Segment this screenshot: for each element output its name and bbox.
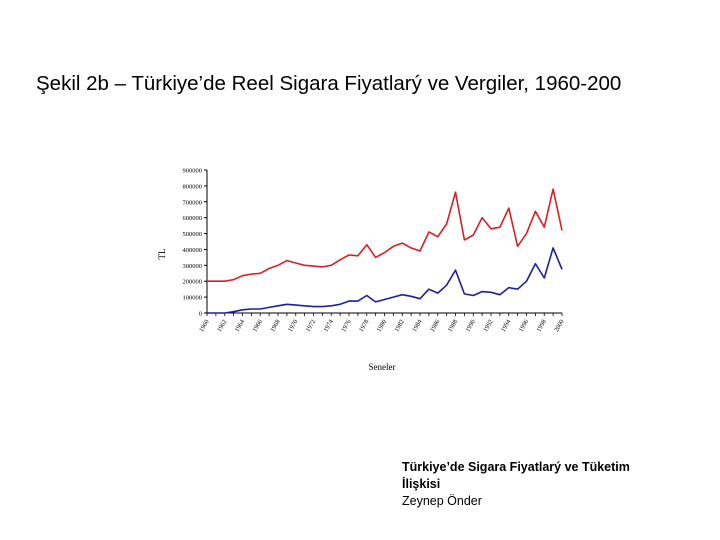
y-tick-label: 200000 [183, 279, 203, 286]
series-lines [207, 188, 563, 314]
y-tick-label: 600000 [183, 215, 203, 222]
slide-title: Şekil 2b – Türkiye’de Reel Sigara Fiyatl… [36, 72, 622, 95]
y-tick-label: 100000 [183, 295, 203, 302]
x-tick-label: 1998 [535, 319, 548, 334]
y-axis-label: TL [157, 249, 167, 260]
footer-credit: Türkiye’de Sigara Fiyatlarý ve Tüketim İ… [402, 459, 630, 510]
footer-author: Zeynep Önder [402, 494, 482, 508]
x-tick-label: 1990 [464, 319, 477, 334]
y-tick-label: 800000 [183, 183, 203, 190]
y-tick-label: 700000 [183, 199, 203, 206]
x-tick-label: 1962 [216, 319, 229, 334]
x-tick-label: 1982 [393, 319, 406, 334]
x-tick-label: 1976 [340, 318, 353, 333]
x-tick-label: 2000 [553, 319, 566, 334]
footer-title-line2: İlişkisi [402, 477, 441, 491]
y-tick-label: 400000 [183, 247, 203, 254]
series-line-2 [207, 247, 563, 314]
x-tick-label: 1974 [322, 318, 335, 333]
y-tick-label: 300000 [183, 263, 203, 270]
x-tick-label: 1968 [269, 319, 282, 334]
y-tick-label: 500000 [183, 231, 203, 238]
x-tick-label: 1978 [358, 319, 371, 334]
x-tick-label: 1986 [429, 318, 442, 333]
y-axis: 0 100000 200000 300000 400000 500000 600000 700… [183, 168, 208, 318]
x-tick-label: 1980 [376, 319, 389, 334]
x-axis: 1960 1962 1964 1966 1968 1970 1972 1974 1976 1978… [198, 312, 566, 334]
footer-title-line1: Türkiye’de Sigara Fiyatlarý ve Tüketim [402, 460, 630, 474]
x-tick-label: 1972 [305, 319, 318, 334]
x-tick-label: 1984 [411, 318, 424, 333]
x-tick-label: 1996 [518, 318, 531, 333]
line-chart: 0 100000 200000 300000 400000 500000 600000 700… [157, 168, 566, 373]
x-tick-label: 1966 [251, 318, 264, 333]
series-line-1 [207, 188, 563, 282]
y-tick-label: 900000 [183, 168, 203, 175]
x-tick-label: 1960 [198, 319, 211, 334]
x-tick-label: 1970 [287, 319, 300, 334]
x-tick-label: 1964 [234, 318, 247, 333]
x-tick-label: 1992 [482, 319, 495, 334]
x-axis-label: Seneler [369, 362, 396, 372]
x-tick-label: 1994 [500, 318, 513, 333]
y-tick-label: 0 [199, 311, 202, 318]
x-tick-label: 1988 [447, 319, 460, 334]
